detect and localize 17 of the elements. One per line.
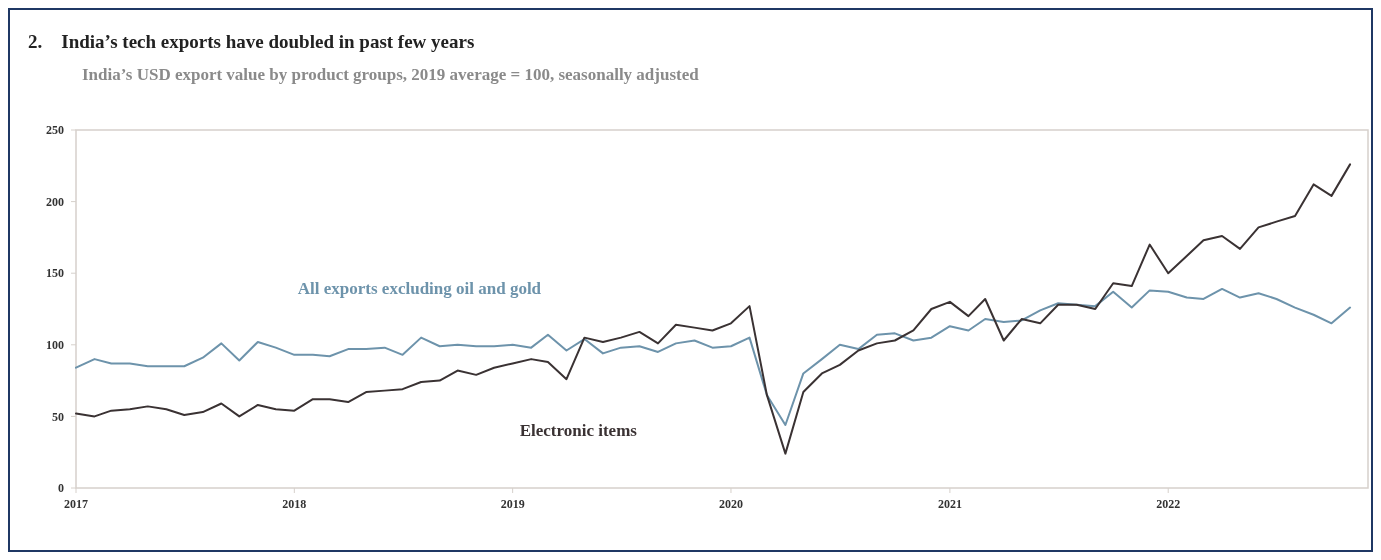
y-tick-label: 50 (52, 409, 64, 424)
text: All exports excluding oil and gold (297, 278, 542, 298)
text: Electronic items (519, 420, 638, 440)
x-tick-label: 2019 (500, 497, 525, 511)
x-tick-label: 2021 (937, 497, 962, 511)
x-tick-label: 2017 (64, 497, 88, 511)
x-tick-label: 2020 (718, 497, 743, 511)
y-tick-label: 100 (46, 338, 64, 352)
chart-title: 2. India’s tech exports have doubled in past few years (28, 31, 475, 52)
chart-subtitle: India’s USD export value by product groups, 2019 average = 100, seasonally adjusted (82, 65, 700, 84)
y-tick-label: 0 (58, 481, 64, 496)
x-tick-label: 2018 (282, 497, 307, 511)
x-tick-label: 2022 (1156, 497, 1181, 511)
y-tick-label: 250 (46, 123, 64, 138)
y-tick-label: 150 (46, 266, 64, 281)
y-tick-label: 200 (46, 194, 64, 209)
line-series (75, 163, 1352, 455)
